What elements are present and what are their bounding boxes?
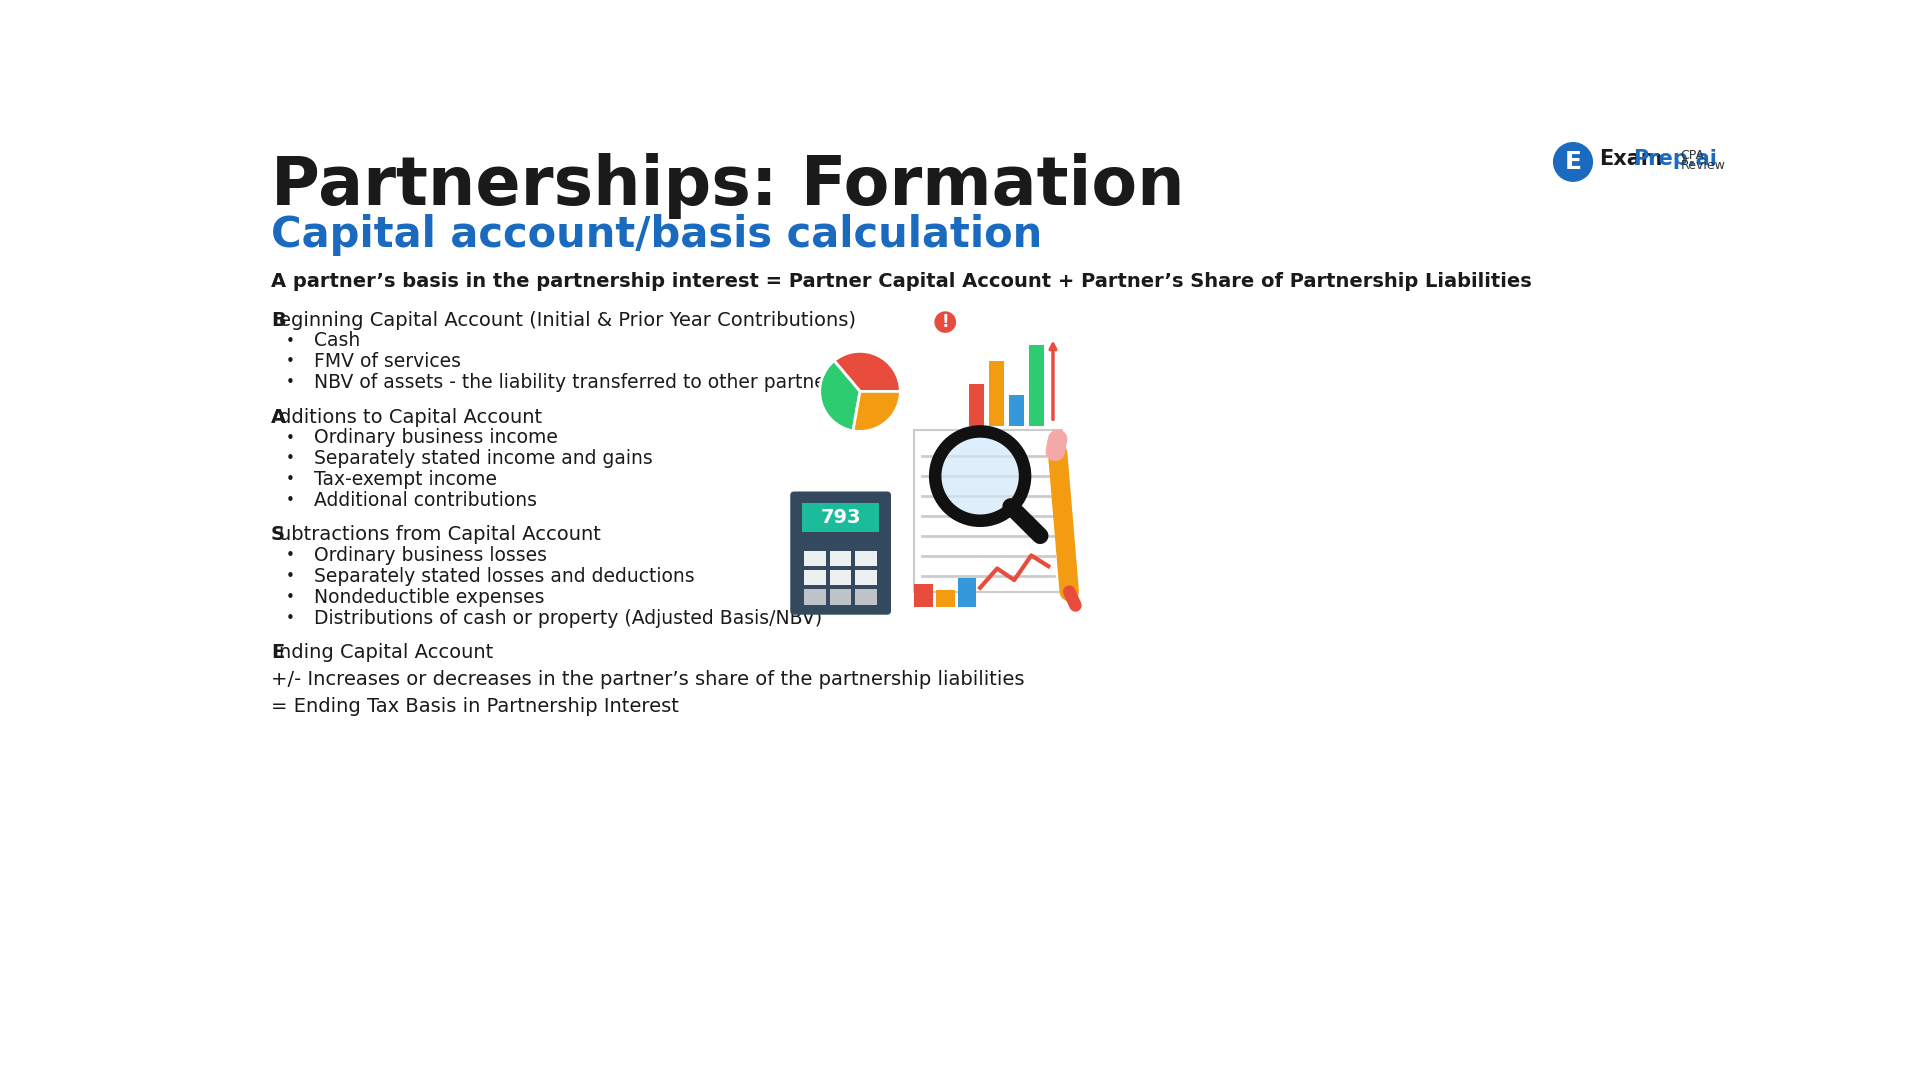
Text: •: • — [286, 590, 296, 605]
Bar — [854, 551, 877, 566]
Wedge shape — [820, 361, 860, 431]
Wedge shape — [833, 351, 900, 391]
Bar — [854, 570, 877, 585]
Text: E: E — [1565, 150, 1582, 174]
Text: Nondeductible expenses: Nondeductible expenses — [313, 588, 543, 607]
Text: NBV of assets - the liability transferred to other partners: NBV of assets - the liability transferre… — [313, 373, 843, 392]
Text: CPA: CPA — [1680, 149, 1705, 162]
Bar — [804, 551, 826, 566]
Text: dditions to Capital Account: dditions to Capital Account — [278, 407, 541, 427]
Wedge shape — [852, 391, 900, 431]
Text: •: • — [286, 354, 296, 369]
Text: Separately stated losses and deductions: Separately stated losses and deductions — [313, 567, 695, 586]
Text: E: E — [271, 644, 284, 662]
Text: FMV of services: FMV of services — [313, 352, 461, 372]
Text: Distributions of cash or property (Adjusted Basis/NBV): Distributions of cash or property (Adjus… — [313, 608, 822, 627]
FancyBboxPatch shape — [791, 491, 891, 615]
Bar — [804, 590, 826, 605]
Text: Exam: Exam — [1599, 149, 1663, 168]
Text: S: S — [271, 525, 284, 544]
Text: Tax-exempt income: Tax-exempt income — [313, 470, 497, 489]
Bar — [935, 590, 954, 607]
Text: •: • — [286, 334, 296, 349]
Bar — [829, 551, 851, 566]
Text: Capital account/basis calculation: Capital account/basis calculation — [271, 214, 1043, 256]
Text: nding Capital Account: nding Capital Account — [278, 644, 493, 662]
Bar — [829, 570, 851, 585]
Text: A partner’s basis in the partnership interest = Partner Capital Account + Partne: A partner’s basis in the partnership int… — [271, 272, 1532, 291]
Text: •: • — [286, 431, 296, 446]
Text: !: ! — [941, 313, 948, 332]
Text: •: • — [286, 375, 296, 390]
Bar — [968, 383, 983, 426]
Text: B: B — [271, 311, 286, 329]
Text: A: A — [271, 407, 286, 427]
Text: ubtractions from Capital Account: ubtractions from Capital Account — [278, 525, 601, 544]
Text: Ordinary business income: Ordinary business income — [313, 429, 557, 447]
FancyBboxPatch shape — [914, 430, 1062, 592]
Bar — [829, 590, 851, 605]
Text: Prep.ai: Prep.ai — [1632, 149, 1716, 168]
Text: eginning Capital Account (Initial & Prior Year Contributions): eginning Capital Account (Initial & Prio… — [278, 311, 856, 329]
Text: •: • — [286, 569, 296, 584]
Circle shape — [935, 311, 956, 333]
Bar — [854, 590, 877, 605]
Bar — [803, 503, 879, 532]
Text: Partnerships: Formation: Partnerships: Formation — [271, 152, 1185, 218]
Bar — [914, 584, 933, 607]
Text: Review: Review — [1680, 159, 1726, 172]
Text: •: • — [286, 451, 296, 467]
Text: +/- Increases or decreases in the partner’s share of the partnership liabilities: +/- Increases or decreases in the partne… — [271, 670, 1025, 689]
Text: 793: 793 — [820, 509, 860, 527]
Bar — [958, 578, 975, 607]
Text: •: • — [286, 549, 296, 564]
Text: Separately stated income and gains: Separately stated income and gains — [313, 449, 653, 468]
Text: = Ending Tax Basis in Partnership Interest: = Ending Tax Basis in Partnership Intere… — [271, 697, 680, 716]
Bar — [989, 361, 1004, 426]
Text: •: • — [286, 611, 296, 625]
Text: Ordinary business losses: Ordinary business losses — [313, 546, 547, 565]
Bar — [804, 570, 826, 585]
Text: Additional contributions: Additional contributions — [313, 490, 536, 510]
Text: Cash: Cash — [313, 332, 359, 350]
Text: •: • — [286, 472, 296, 487]
Circle shape — [1553, 143, 1592, 181]
Bar — [1029, 346, 1044, 426]
Text: •: • — [286, 494, 296, 508]
Circle shape — [941, 436, 1020, 515]
Bar — [1008, 395, 1023, 426]
